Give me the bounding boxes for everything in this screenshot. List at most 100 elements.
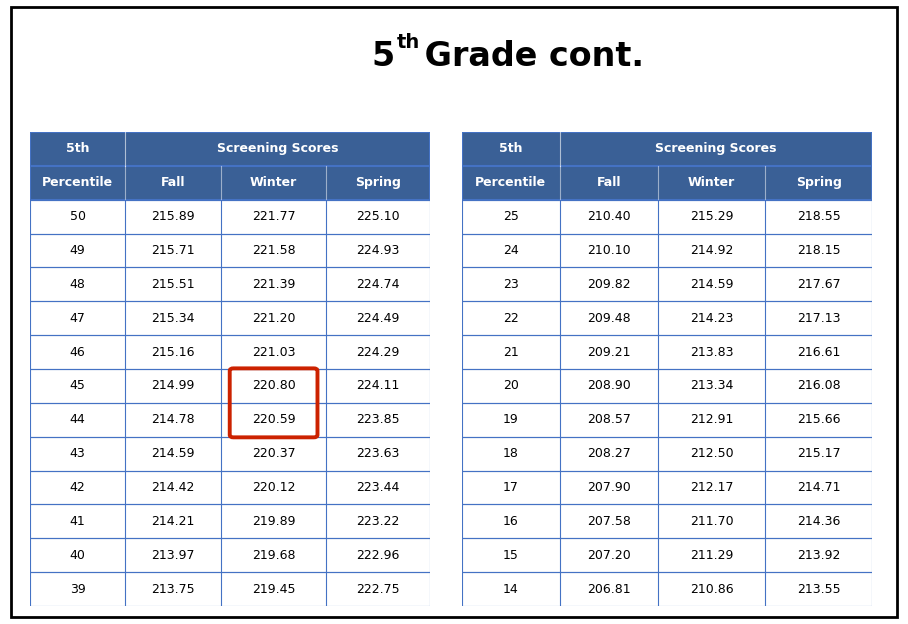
Text: 210.40: 210.40 <box>587 210 630 223</box>
Bar <box>462 233 872 268</box>
Text: 223.44: 223.44 <box>356 481 400 494</box>
Bar <box>30 233 430 268</box>
Bar <box>30 335 430 369</box>
Bar <box>30 166 430 200</box>
Text: 14: 14 <box>503 583 518 595</box>
Bar <box>462 335 872 369</box>
Bar <box>30 369 430 403</box>
Text: 217.67: 217.67 <box>797 278 841 291</box>
Text: Winter: Winter <box>250 177 297 189</box>
Bar <box>462 166 872 200</box>
Text: 208.27: 208.27 <box>587 447 631 460</box>
Text: 214.42: 214.42 <box>152 481 195 494</box>
Text: 224.49: 224.49 <box>356 312 400 324</box>
Text: 222.75: 222.75 <box>356 583 400 595</box>
Text: 221.20: 221.20 <box>252 312 295 324</box>
Bar <box>462 504 872 539</box>
Text: 15: 15 <box>503 548 518 562</box>
Bar <box>462 233 872 268</box>
Bar <box>30 437 430 470</box>
Text: 213.92: 213.92 <box>797 548 841 562</box>
Text: 212.17: 212.17 <box>690 481 734 494</box>
Text: 216.61: 216.61 <box>797 346 841 359</box>
Bar <box>462 301 872 335</box>
Text: 214.21: 214.21 <box>152 515 195 528</box>
Bar <box>462 403 872 437</box>
Bar <box>30 200 430 233</box>
Text: 214.78: 214.78 <box>152 413 195 426</box>
Text: 210.10: 210.10 <box>587 244 630 257</box>
Text: 24: 24 <box>503 244 518 257</box>
Text: 220.80: 220.80 <box>252 379 295 392</box>
Text: 208.57: 208.57 <box>587 413 631 426</box>
Text: 207.20: 207.20 <box>587 548 631 562</box>
Text: 206.81: 206.81 <box>587 583 630 595</box>
Text: 5: 5 <box>371 40 395 72</box>
Text: 48: 48 <box>70 278 85 291</box>
Bar <box>30 369 430 403</box>
Text: 220.59: 220.59 <box>252 413 295 426</box>
Text: 221.58: 221.58 <box>252 244 295 257</box>
Bar <box>30 200 430 233</box>
Text: 215.16: 215.16 <box>152 346 195 359</box>
Text: 215.89: 215.89 <box>152 210 195 223</box>
Bar <box>462 369 872 403</box>
Text: Winter: Winter <box>688 177 735 189</box>
Text: 45: 45 <box>70 379 85 392</box>
Text: 214.36: 214.36 <box>797 515 841 528</box>
Text: 46: 46 <box>70 346 85 359</box>
Bar <box>462 572 872 606</box>
Bar <box>462 132 872 166</box>
Text: Spring: Spring <box>795 177 842 189</box>
Bar <box>30 504 430 539</box>
Text: 213.75: 213.75 <box>152 583 195 595</box>
Bar <box>462 504 872 539</box>
Bar <box>30 403 430 437</box>
Bar <box>462 369 872 403</box>
Bar <box>462 132 872 166</box>
Text: 5th: 5th <box>499 142 522 155</box>
Text: 215.17: 215.17 <box>797 447 841 460</box>
Text: 213.83: 213.83 <box>690 346 734 359</box>
Text: 224.11: 224.11 <box>356 379 400 392</box>
Bar <box>30 504 430 539</box>
Bar <box>462 539 872 572</box>
Text: 209.82: 209.82 <box>587 278 630 291</box>
Text: 209.48: 209.48 <box>587 312 630 324</box>
Text: 17: 17 <box>503 481 518 494</box>
Text: 214.59: 214.59 <box>152 447 195 460</box>
Text: 19: 19 <box>503 413 518 426</box>
Text: 208.90: 208.90 <box>587 379 631 392</box>
Bar <box>462 437 872 470</box>
Bar <box>462 200 872 233</box>
Text: 219.89: 219.89 <box>252 515 295 528</box>
Text: 215.34: 215.34 <box>152 312 195 324</box>
Text: 224.29: 224.29 <box>356 346 400 359</box>
Text: Screening Scores: Screening Scores <box>655 142 776 155</box>
Text: 207.90: 207.90 <box>587 481 631 494</box>
Bar <box>462 572 872 606</box>
Text: 215.29: 215.29 <box>690 210 734 223</box>
Text: 40: 40 <box>70 548 85 562</box>
Bar <box>30 470 430 504</box>
Text: 43: 43 <box>70 447 85 460</box>
Text: 213.97: 213.97 <box>152 548 195 562</box>
Text: 223.85: 223.85 <box>356 413 400 426</box>
Bar <box>30 403 430 437</box>
Text: th: th <box>397 33 420 52</box>
Bar <box>30 470 430 504</box>
Bar <box>30 268 430 301</box>
Text: 20: 20 <box>503 379 518 392</box>
Bar <box>30 132 430 166</box>
Text: 215.51: 215.51 <box>152 278 195 291</box>
Text: 214.92: 214.92 <box>690 244 734 257</box>
Text: 221.77: 221.77 <box>252 210 295 223</box>
Text: 224.74: 224.74 <box>356 278 400 291</box>
Text: 215.66: 215.66 <box>797 413 841 426</box>
Bar <box>462 403 872 437</box>
Text: 214.23: 214.23 <box>690 312 734 324</box>
Text: 221.39: 221.39 <box>252 278 295 291</box>
Text: 218.15: 218.15 <box>797 244 841 257</box>
Bar <box>30 335 430 369</box>
Text: 42: 42 <box>70 481 85 494</box>
